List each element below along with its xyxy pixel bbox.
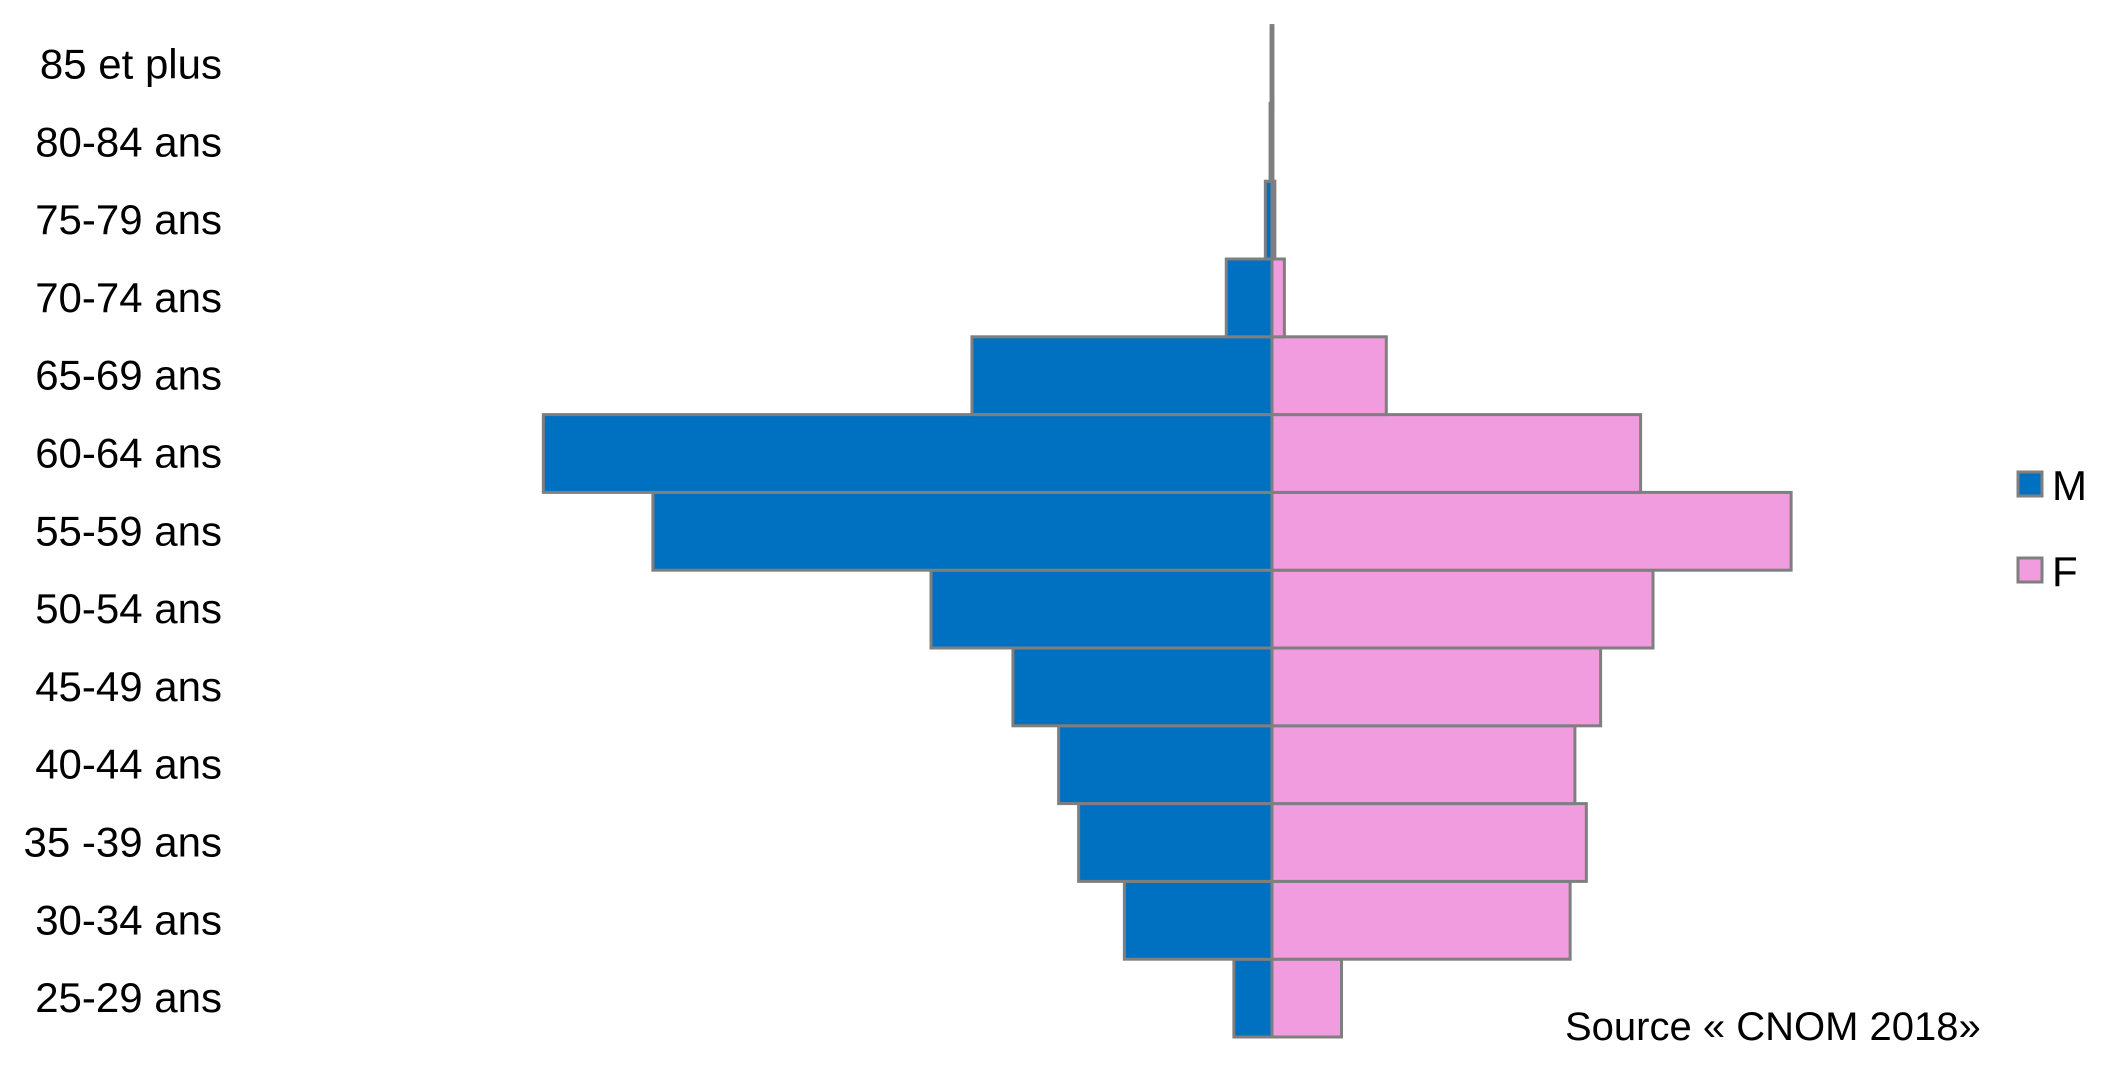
legend-swatch-f	[2016, 556, 2044, 584]
bar-f-65-69-ans	[1270, 335, 1388, 417]
category-label: 45-49 ans	[35, 663, 222, 710]
bar-m-70-74-ans	[1224, 257, 1274, 339]
category-label: 80-84 ans	[35, 118, 222, 165]
bar-f-50-54-ans	[1270, 568, 1655, 650]
bar-m-50-54-ans	[929, 568, 1274, 650]
bar-f-30-34-ans	[1270, 879, 1572, 961]
bar-m-30-34-ans	[1122, 879, 1274, 961]
bars-layer	[541, 24, 1793, 1039]
legend-label-f: F	[2052, 548, 2078, 595]
category-label: 40-44 ans	[35, 741, 222, 788]
bar-f-40-44-ans	[1270, 724, 1577, 806]
bar-m-45-49-ans	[1011, 646, 1274, 728]
bar-f-55-59-ans	[1270, 490, 1793, 572]
bar-f-25-29-ans	[1270, 957, 1344, 1039]
category-label: 25-29 ans	[35, 974, 222, 1021]
bar-m-55-59-ans	[651, 490, 1274, 572]
source-note: Source « CNOM 2018»	[1565, 1005, 1981, 1049]
legend: MF	[2016, 462, 2087, 595]
category-label: 55-59 ans	[35, 507, 222, 554]
bar-m-65-69-ans	[970, 335, 1274, 417]
bar-f-60-64-ans	[1270, 413, 1643, 494]
category-label: 85 et plus	[40, 41, 222, 88]
category-label: 75-79 ans	[35, 196, 222, 243]
bar-m-25-29-ans	[1232, 957, 1274, 1039]
bar-m-60-64-ans	[541, 413, 1274, 494]
bar-m-35-39-ans	[1077, 802, 1274, 883]
bar-f-70-74-ans	[1270, 257, 1286, 339]
legend-swatch-m	[2016, 470, 2044, 498]
legend-label-m: M	[2052, 462, 2087, 509]
category-label: 60-64 ans	[35, 430, 222, 477]
category-label: 35 -39 ans	[24, 819, 222, 866]
category-label: 50-54 ans	[35, 585, 222, 632]
bar-f-45-49-ans	[1270, 646, 1603, 728]
bar-f-35-39-ans	[1270, 802, 1588, 883]
category-label: 65-69 ans	[35, 352, 222, 399]
category-label: 70-74 ans	[35, 274, 222, 321]
category-labels: 25-29 ans 30-34 ans 35 -39 ans 40-44 ans 45-…	[24, 41, 222, 1022]
category-label: 30-34 ans	[35, 896, 222, 943]
bar-m-40-44-ans	[1057, 724, 1274, 806]
